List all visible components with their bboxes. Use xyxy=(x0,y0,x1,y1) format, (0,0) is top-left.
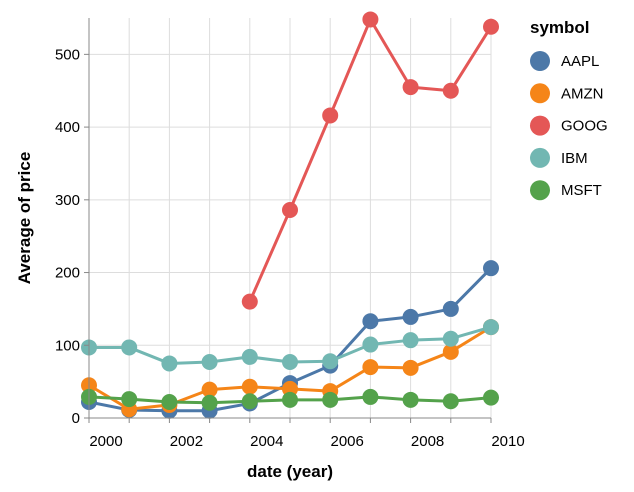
data-point-goog xyxy=(322,107,339,124)
data-point-msft xyxy=(362,388,379,405)
data-point-ibm xyxy=(161,355,178,372)
data-point-msft xyxy=(442,393,459,410)
legend-label: AMZN xyxy=(561,85,604,102)
y-axis-title: Average of price xyxy=(15,152,34,285)
data-point-aapl xyxy=(483,260,499,277)
y-tick-label: 200 xyxy=(55,265,80,282)
x-tick-label: 2004 xyxy=(250,433,283,450)
data-point-aapl xyxy=(442,300,459,317)
series-points xyxy=(81,11,499,419)
data-point-ibm xyxy=(282,354,298,370)
data-point-goog xyxy=(442,82,459,99)
data-point-amzn xyxy=(201,381,218,398)
x-tick-label: 2006 xyxy=(331,433,364,450)
data-point-ibm xyxy=(362,336,379,353)
data-point-ibm xyxy=(442,330,459,347)
legend-symbol-goog xyxy=(530,115,550,136)
data-point-amzn xyxy=(362,359,379,376)
data-point-msft xyxy=(201,394,218,411)
data-point-msft xyxy=(322,391,339,408)
y-tick-label: 300 xyxy=(55,192,80,209)
legend-label: MSFT xyxy=(561,182,602,199)
data-point-aapl xyxy=(362,313,379,330)
data-point-msft xyxy=(241,393,258,410)
legend-symbol-ibm xyxy=(530,147,550,168)
y-tick-label: 400 xyxy=(55,119,80,136)
data-point-ibm xyxy=(483,319,499,336)
legend-symbol-amzn xyxy=(530,83,550,104)
data-point-goog xyxy=(483,18,499,35)
data-point-msft xyxy=(161,394,178,410)
legend-title: symbol xyxy=(530,18,590,37)
axes: 2000 2002 2004 2006 2008 2010 0 100 200 300 400 500 xyxy=(55,18,525,450)
legend-symbol-aapl xyxy=(530,51,550,71)
data-point-ibm xyxy=(121,339,138,356)
legend-symbol-msft xyxy=(530,180,550,201)
data-point-msft xyxy=(282,391,298,408)
data-point-ibm xyxy=(201,354,218,370)
legend-label: AAPL xyxy=(561,53,599,70)
data-point-msft xyxy=(121,391,138,408)
x-tick-label: 2010 xyxy=(491,433,524,450)
data-point-aapl xyxy=(402,308,419,325)
data-point-goog xyxy=(241,293,258,310)
legend-label: IBM xyxy=(561,150,588,167)
data-point-amzn xyxy=(402,359,419,376)
data-point-msft xyxy=(402,391,419,408)
y-tick-label: 0 xyxy=(72,410,80,427)
legend: symbol AAPL AMZN GOOG IBM MSFT xyxy=(530,18,608,201)
data-point-goog xyxy=(282,202,298,218)
legend-label: GOOG xyxy=(561,118,608,135)
data-point-ibm xyxy=(322,353,339,370)
x-tick-label: 2002 xyxy=(170,433,203,450)
x-tick-label: 2000 xyxy=(89,433,122,450)
data-point-goog xyxy=(362,11,379,28)
x-axis-title: date (year) xyxy=(247,462,333,481)
data-point-amzn xyxy=(442,343,459,360)
y-tick-label: 100 xyxy=(55,337,80,354)
data-point-msft xyxy=(483,389,499,406)
y-tick-label: 500 xyxy=(55,46,80,63)
data-point-amzn xyxy=(241,378,258,395)
data-point-goog xyxy=(402,79,419,96)
x-tick-label: 2008 xyxy=(411,433,444,450)
data-point-ibm xyxy=(241,348,258,365)
data-point-ibm xyxy=(402,332,419,349)
